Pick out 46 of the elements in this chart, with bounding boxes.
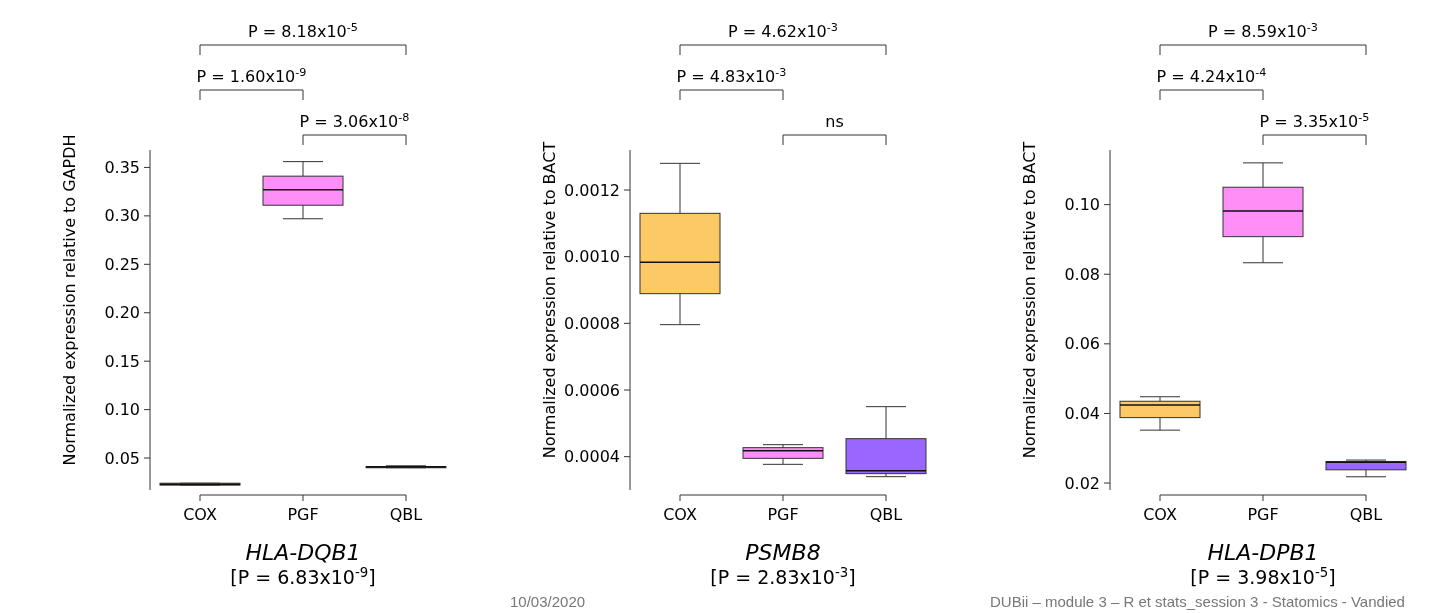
text: P = 1.60x10$^{-9}$ [196, 65, 307, 86]
y-tick-label: 0.15 [104, 351, 140, 371]
text: [P = 2.83x10$^{-3}$] [710, 564, 856, 588]
x-tick-label: PGF [1247, 505, 1279, 524]
x-tick-label: QBL [389, 505, 423, 524]
x-tick-label: QBL [1349, 505, 1383, 524]
text: P = 4.62x10$^{-3}$ [728, 20, 838, 41]
y-tick-label: 0.35 [104, 158, 140, 178]
text: P = 8.18x10$^{-5}$ [248, 20, 358, 41]
text: [P = 3.98x10$^{-5}$] [1190, 564, 1336, 588]
y-tick-label: 0.25 [104, 254, 140, 274]
x-tick-label: COX [663, 505, 697, 524]
y-axis-title: Normalized expression relative to BACT [1020, 141, 1039, 459]
text: DUBii – module 3 – R et stats_session 3 - Statomics - Vandied [990, 593, 1405, 610]
y-axis-title: Normalized expression relative to GAPDH [60, 134, 79, 466]
y-tick-label: 0.0010 [564, 247, 620, 267]
text: P = 4.24x10$^{-4}$ [1156, 65, 1267, 86]
text: 10/03/2020 [510, 593, 586, 610]
text: P = 8.59x10$^{-3}$ [1208, 20, 1318, 41]
text: P = 3.06x10$^{-8}$ [299, 110, 410, 131]
y-tick-label: 0.02 [1064, 473, 1100, 493]
y-tick-label: 0.0008 [564, 313, 620, 333]
y-tick-label: 0.05 [104, 448, 140, 468]
y-axis-title: Normalized expression relative to BACT [540, 141, 559, 459]
x-tick-label: PGF [767, 505, 799, 524]
x-tick-label: PGF [287, 505, 319, 524]
y-tick-label: 0.0012 [564, 180, 620, 200]
text: ns [825, 112, 844, 131]
y-tick-label: 0.04 [1064, 404, 1100, 424]
y-tick-label: 0.10 [104, 400, 140, 420]
text: HLA-DQB1 [245, 540, 361, 565]
text: [P = 6.83x10$^{-9}$] [230, 564, 376, 588]
y-tick-label: 0.0006 [564, 380, 620, 400]
text: P = 4.83x10$^{-3}$ [676, 65, 787, 86]
y-tick-label: 0.30 [104, 206, 140, 226]
y-tick-label: 0.08 [1064, 264, 1100, 284]
x-tick-label: COX [183, 505, 217, 524]
y-tick-label: 0.06 [1064, 334, 1100, 354]
y-tick-label: 0.20 [104, 303, 140, 323]
text: P = 3.35x10$^{-5}$ [1259, 110, 1370, 131]
y-tick-label: 0.0004 [564, 447, 620, 467]
y-tick-label: 0.10 [1064, 195, 1100, 215]
x-tick-label: COX [1143, 505, 1177, 524]
text: HLA-DPB1 [1207, 540, 1319, 565]
text: PSMB8 [745, 540, 821, 565]
x-tick-label: QBL [869, 505, 903, 524]
